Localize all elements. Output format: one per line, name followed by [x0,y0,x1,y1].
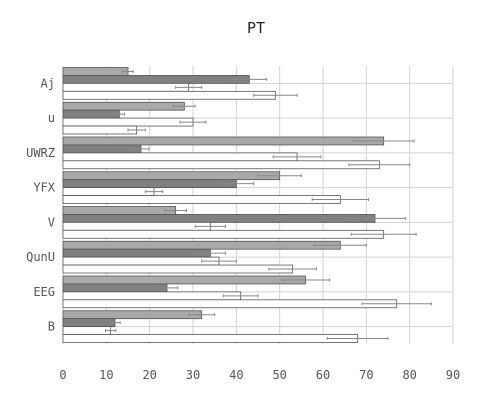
category-tick-labels: Aj u UWRZ YFX V QunU EEG B [26,76,56,333]
error-bar-s1-qunu [194,251,226,255]
error-bar-s2-qunu [201,259,237,263]
category-label-7: B [48,320,55,334]
bar-s0-uwrz [62,136,385,146]
error-bar-s0-yfx [257,174,302,178]
error-bar-s3-aj [253,93,298,97]
error-bar-s2-eeg [222,294,259,298]
bar-s3-uwrz [62,160,380,170]
bar-s0-qunu [62,240,341,250]
error-bar-s3-b [326,337,389,341]
category-label-3: YFX [33,181,55,195]
x-tick-label-2: 20 [142,368,156,382]
bar-s2-b [62,326,112,335]
chart-title: PT [247,19,265,37]
error-bar-s1-v [344,216,406,220]
bar-s3-qunu [62,264,294,274]
error-bar-s2-yfx [144,190,164,194]
bar-s2-eeg [62,291,242,301]
bar-layer [62,67,398,343]
error-bar-s0-qunu [313,243,367,247]
bar-s3-yfx [62,195,341,204]
error-bar-s1-b [109,321,121,325]
error-bar-s0-eeg [281,278,330,282]
error-bar-s0-aj [122,69,134,73]
x-tick-label-4: 40 [229,368,243,382]
error-bar-s2-v [194,224,226,228]
bar-s2-u [62,117,194,127]
bar-s3-u [62,125,138,135]
x-tick-label-3: 30 [186,368,200,382]
value-tick-labels: 0 10 20 30 40 50 60 70 80 90 [59,368,460,382]
error-bar-s2-u [179,120,207,124]
bar-s3-aj [62,90,276,100]
bar-s0-aj [62,67,129,76]
x-tick-label-1: 10 [99,368,113,382]
error-bar-s3-eeg [361,302,432,306]
bar-s1-eeg [62,283,168,293]
category-label-2: UWRZ [26,146,55,160]
error-bar-s0-u [173,104,196,108]
error-bar-s2-b [104,329,117,333]
bar-s0-yfx [62,171,281,181]
bar-s2-aj [62,82,190,92]
bar-s1-v [62,214,376,223]
x-tick-label-8: 80 [402,368,416,382]
x-tick-label-9: 90 [446,368,460,382]
category-label-0: Aj [41,76,55,90]
bar-s3-b [62,334,359,343]
bar-s0-u [62,101,185,111]
error-bar-s1-uwrz [132,147,150,151]
error-bar-s3-u [127,128,146,132]
error-bar-s1-u [113,112,126,116]
bar-s0-v [62,206,177,215]
error-bar-s3-uwrz [348,163,411,167]
category-label-6: EEG [33,285,55,299]
x-tick-label-7: 70 [359,368,373,382]
error-bar-s1-eeg [155,286,179,290]
error-bar-s3-qunu [268,267,317,271]
x-tick-label-6: 60 [316,368,330,382]
error-bar-s3-v [350,232,417,236]
bar-s1-aj [62,75,250,84]
bar-s1-uwrz [62,144,142,154]
category-label-4: V [48,215,55,229]
error-bar-s0-v [164,208,187,212]
bar-s2-v [62,221,211,231]
bar-s1-yfx [62,179,237,189]
bar-s2-yfx [62,187,155,196]
error-bar-s2-aj [175,85,203,89]
bar-s3-v [62,229,385,239]
bar-s2-qunu [62,256,220,266]
bar-s0-eeg [62,275,307,285]
bar-s2-uwrz [62,152,298,162]
error-bar-layer [104,69,432,341]
error-bar-s1-yfx [218,182,255,186]
error-bar-s0-uwrz [352,139,415,143]
error-bar-s3-yfx [311,198,369,202]
x-tick-label-0: 0 [59,368,66,382]
error-bar-s1-aj [231,77,268,81]
error-bar-s0-b [188,313,216,317]
category-label-5: QunU [26,250,55,264]
x-tick-label-5: 50 [272,368,286,382]
bar-s1-u [62,109,120,119]
bar-s3-eeg [62,299,398,309]
category-label-1: u [48,111,55,125]
bar-s0-b [62,310,203,320]
bar-s1-qunu [62,248,211,258]
bar-s1-b [62,318,116,328]
error-bar-s2-uwrz [272,155,322,159]
